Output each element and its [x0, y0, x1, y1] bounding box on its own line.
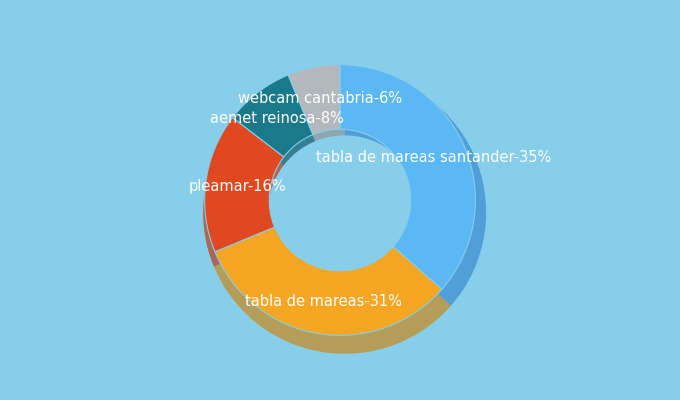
Wedge shape [205, 118, 284, 252]
Wedge shape [233, 75, 313, 157]
Wedge shape [203, 126, 284, 266]
Text: webcam cantabria-6%: webcam cantabria-6% [238, 92, 402, 106]
Wedge shape [288, 65, 340, 135]
Text: tabla de mareas-31%: tabla de mareas-31% [245, 294, 402, 309]
Wedge shape [290, 71, 345, 141]
Text: tabla de mareas santander-35%: tabla de mareas santander-35% [316, 150, 551, 165]
Wedge shape [233, 82, 315, 166]
Wedge shape [214, 242, 451, 354]
Wedge shape [345, 71, 486, 306]
Text: aemet reinosa-8%: aemet reinosa-8% [210, 111, 344, 126]
Wedge shape [215, 227, 442, 335]
Wedge shape [340, 65, 475, 289]
Text: pleamar-16%: pleamar-16% [189, 179, 286, 194]
